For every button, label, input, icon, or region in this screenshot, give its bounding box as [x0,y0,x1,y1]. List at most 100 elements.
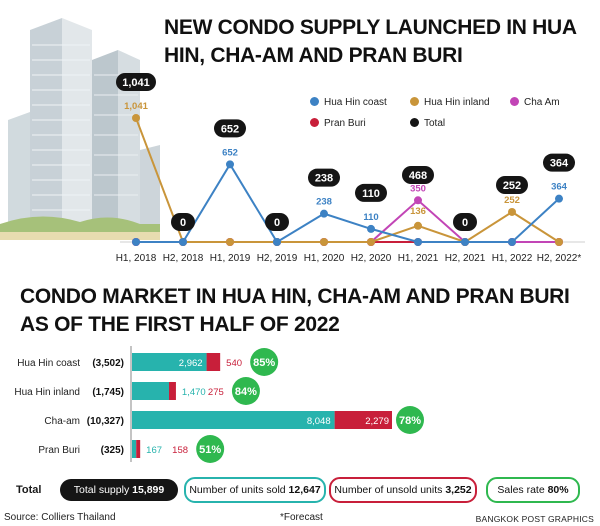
legend-total: Total [410,118,445,129]
x-tick-label: H1, 2021 [398,253,439,264]
total-supply-pill: Total supply 15,899 [60,479,178,501]
bar-sold [132,353,207,371]
bar-sold-label: 1,470 [182,387,206,398]
total-label: 1,041 [122,77,150,89]
x-tick-label: H1, 2018 [116,253,157,264]
x-tick-label: H2, 2020 [351,253,392,264]
bar-sold [132,411,335,429]
series-line [136,162,560,244]
sales-rate-label: Sales rate [497,484,545,496]
units-unsold-pill: Number of unsold units 3,252 [329,477,477,503]
legend-hua-hin-coast: Hua Hin coast [310,97,387,108]
building-illustration [0,18,160,240]
bar-unsold [334,411,392,429]
series-point [226,160,234,169]
legend-label: Pran Buri [324,118,366,129]
series-point [132,114,140,122]
bar-unsold-label: 158 [172,445,188,456]
sales-rate-badge [250,348,279,376]
line-labels-group: 652 238 110 364 1,041 136 252 350 1,041 0 652 0 238 1… [116,73,575,231]
category-total: (325) [101,445,124,456]
total-bubble [116,73,156,91]
x-tick-label: H2, 2021 [445,253,486,264]
total-bubble [355,183,387,202]
legend-dot-icon [410,118,419,127]
x-tick-label: H2, 2019 [257,253,298,264]
line-chart: 652 238 110 364 1,041 136 252 350 1,041 0 652 0 238 1… [0,18,585,264]
legend-label: Total [424,118,446,129]
category-total: (1,745) [92,387,124,398]
sales-rate-badge [396,406,424,434]
category-total: (3,502) [92,358,124,369]
series-point [555,194,563,203]
x-tick-label: H2, 2018 [163,253,204,264]
legend-dot-icon [310,118,319,127]
data-label: 136 [410,206,426,217]
legend-pran-buri: Pran Buri [310,118,366,129]
bar-unsold-label: 540 [226,358,242,369]
legend-dot-icon [410,97,419,106]
bar-sold-label: 2,962 [179,358,203,369]
series-point [367,224,375,233]
bar-sold [132,440,137,458]
sales-rate-pill: Sales rate 80% [486,477,580,503]
total-label: 0 [180,217,186,229]
total-label: 652 [221,123,239,135]
units-unsold-value: 3,252 [445,484,472,496]
bar-unsold [169,382,176,400]
data-label: 238 [316,197,332,208]
series-point [555,238,563,246]
series-point [273,238,281,246]
legend-cha-am: Cha Am [510,97,560,108]
total-label: 0 [462,217,468,229]
total-label: 468 [409,170,427,182]
sales-rate-badge [196,435,225,463]
data-label: 252 [504,195,520,206]
chart-title-top: NEW CONDO SUPPLY LAUNCHED IN HUA HIN, CH… [164,16,576,67]
stacked-bar-chart: Hua Hin coast (3,502) 2,962 540 85% Hua Hin i… [14,346,424,463]
series-point [414,238,422,246]
bar-unsold [136,440,141,458]
data-label: 110 [363,212,378,223]
total-label: 0 [274,217,280,229]
category-label: Cha-am [44,416,80,427]
units-sold-pill: Number of units sold 12,647 [184,477,326,503]
bar-unsold-label: 2,279 [365,416,389,427]
data-label: 364 [551,182,568,193]
series-point [414,196,422,205]
total-bubble [214,119,246,138]
x-tick-label: H1, 2020 [304,253,345,264]
data-label: 350 [410,183,426,194]
units-sold-value: 12,647 [288,484,321,496]
series-point [179,238,187,246]
x-tick-label: H1, 2022 [492,253,533,264]
bar-sold [132,382,170,400]
credit-note: BANGKOK POST GRAPHICS [475,514,594,524]
sales-rate-label: 84% [235,386,257,398]
category-label: Hua Hin inland [14,387,80,398]
category-label: Hua Hin coast [17,358,80,369]
sales-rate-label: 78% [399,415,421,427]
series-point [320,238,328,246]
legend-dot-icon [510,97,519,106]
category-total: (10,327) [87,416,124,427]
total-label: 110 [362,188,380,200]
sales-rate-badge [231,377,260,405]
data-label: 1,041 [124,101,148,112]
x-tick-label: H2, 2022* [537,253,582,264]
series-point [320,209,328,218]
series-point [508,238,516,246]
total-supply-value: 15,899 [132,484,165,496]
legend-dot-icon [310,97,319,106]
category-label: Pran Buri [38,445,80,456]
total-bubble [543,153,575,172]
series-point [508,207,516,216]
series-point [461,238,469,246]
total-bubble [496,176,528,194]
bar-rows: Hua Hin coast (3,502) 2,962 540 85% Hua Hin i… [14,348,424,463]
units-sold-label: Number of units sold [189,484,286,496]
line-series-group [132,114,563,246]
series-point [414,221,422,230]
series-line [135,117,560,244]
sales-rate-label: 85% [253,357,275,369]
